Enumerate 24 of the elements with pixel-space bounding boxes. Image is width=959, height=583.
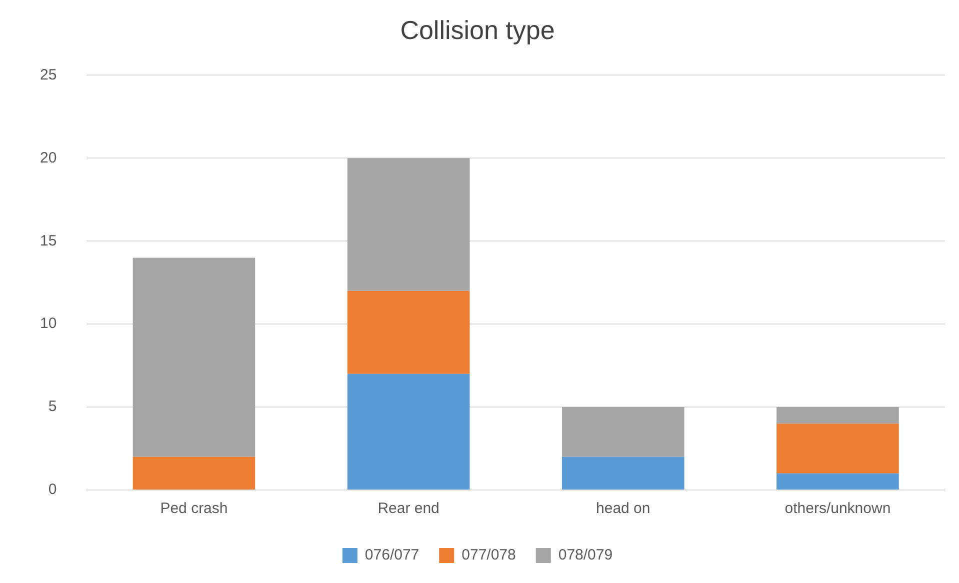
bar: [347, 374, 470, 490]
bar: [776, 473, 899, 490]
bar: [562, 407, 684, 457]
y-tick-label: 10: [40, 315, 57, 332]
x-tick-label: Ped crash: [160, 500, 228, 518]
bar: [347, 158, 470, 291]
legend-label: 077/078: [462, 546, 516, 564]
x-tick-label: head on: [596, 500, 650, 518]
legend-label: 076/077: [364, 546, 420, 564]
bar: [132, 258, 256, 457]
legend-label: 078/079: [558, 546, 613, 564]
y-tick-label: 25: [40, 66, 57, 84]
y-tick-label: 0: [48, 481, 57, 498]
bar: [562, 456, 684, 490]
x-tick-label: others/unknown: [784, 500, 891, 518]
chart-title: Collision type: [400, 14, 555, 45]
y-tick-label: 15: [40, 232, 57, 250]
bar: [776, 407, 899, 424]
y-tick-label: 20: [40, 149, 57, 166]
y-tick-label: 5: [48, 398, 57, 416]
bar: [132, 456, 256, 490]
bar: [776, 424, 899, 474]
x-tick-label: Rear end: [378, 500, 440, 518]
bar: [347, 290, 470, 374]
